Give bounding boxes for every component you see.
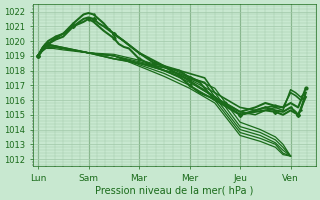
X-axis label: Pression niveau de la mer( hPa ): Pression niveau de la mer( hPa ) bbox=[95, 186, 253, 196]
